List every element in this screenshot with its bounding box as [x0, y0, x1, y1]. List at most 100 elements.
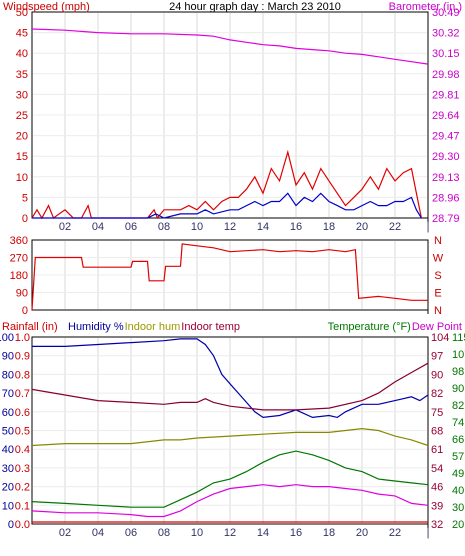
rain-tick-label: 0.4 [15, 444, 30, 456]
compass-tick-label: S [434, 270, 441, 282]
series-line-2-0 [31, 243, 428, 311]
humidity-tick-label: 0 [8, 519, 14, 531]
windspeed-axis-title: Windspeed (mph) [3, 1, 90, 13]
direction-degree-tick-label: 180 [10, 270, 28, 282]
y-right-tick-label: 28.96 [432, 192, 460, 204]
outdoor-temp-tick-label: 30 [452, 502, 464, 514]
legend-label: Humidity % [68, 321, 124, 333]
rain-tick-label: 0.1 [15, 500, 30, 512]
y-left-tick-label: 25 [16, 110, 28, 122]
humidity-tick-label: 100 [0, 332, 14, 344]
series-line-1-1 [31, 149, 422, 220]
indoor-temp-tick-label: 104 [431, 332, 449, 344]
x-tick-label: 02 [59, 527, 71, 539]
x-tick-label: 06 [125, 221, 137, 233]
rain-tick-label: 1.0 [15, 332, 30, 344]
indoor-temp-tick-label: 97 [431, 351, 443, 363]
humidity-tick-label: 50 [2, 426, 14, 438]
series-line-3-4 [31, 484, 429, 518]
barometer-axis-title: Barometer (in.) [389, 1, 462, 13]
x-tick-end-label: | [427, 221, 430, 233]
x-tick-label: 18 [323, 527, 335, 539]
y-right-tick-label: 29.47 [432, 131, 460, 143]
y-left-tick-label: 45 [16, 28, 28, 40]
rain-tick-label: 0.9 [15, 351, 30, 363]
rain-tick-label: 0.8 [15, 369, 30, 381]
x-tick-label: 06 [125, 527, 137, 539]
legend-label: Dew Point [412, 321, 462, 333]
x-tick-label: 14 [257, 221, 269, 233]
indoor-temp-tick-label: 90 [431, 369, 443, 381]
y-right-tick-label: 29.64 [432, 110, 460, 122]
x-tick-label: 10 [191, 221, 203, 233]
x-tick-label: 22 [389, 221, 401, 233]
y-left-tick-label: 0 [22, 213, 28, 225]
humidity-tick-label: 70 [2, 388, 14, 400]
x-tick-label: 08 [158, 221, 170, 233]
rain-tick-label: 0.6 [15, 407, 30, 419]
series-line-3-1 [31, 427, 429, 447]
x-tick-label: 18 [323, 221, 335, 233]
compass-tick-label: E [434, 288, 441, 300]
x-tick-label: 04 [92, 221, 104, 233]
series-line-3-2 [31, 362, 429, 411]
x-tick-label: 22 [389, 527, 401, 539]
outdoor-temp-tick-label: 20 [452, 519, 464, 531]
series-line-3-0 [32, 338, 429, 419]
outdoor-temp-tick-label: 82 [452, 400, 464, 412]
outdoor-temp-tick-label: 49 [452, 468, 464, 480]
direction-degree-tick-label: 0 [22, 305, 28, 317]
y-right-tick-label: 29.81 [432, 89, 460, 101]
x-tick-label: 14 [257, 527, 269, 539]
y-right-tick-label: 29.13 [432, 172, 460, 184]
humidity-tick-label: 90 [2, 351, 14, 363]
y-right-tick-label: 28.79 [432, 213, 460, 225]
x-tick-label: 20 [356, 527, 368, 539]
legend-label: Indoor hum [125, 321, 181, 333]
indoor-temp-tick-label: 75 [431, 407, 443, 419]
y-left-tick-label: 35 [16, 69, 28, 81]
x-tick-label: 04 [92, 527, 104, 539]
rainfall-axis-title: Rainfall (in) [2, 321, 58, 333]
outdoor-temp-tick-label: 66 [452, 434, 464, 446]
compass-tick-label: W [433, 253, 444, 265]
humidity-tick-label: 20 [2, 482, 14, 494]
series-line-1-2 [32, 192, 422, 219]
indoor-temp-tick-label: 39 [431, 500, 443, 512]
x-tick-label: 20 [356, 221, 368, 233]
x-tick-end-label: | [427, 527, 430, 539]
indoor-temp-tick-label: 32 [431, 519, 443, 531]
humidity-tick-label: 60 [2, 407, 14, 419]
y-left-tick-label: 40 [16, 48, 28, 60]
y-left-tick-label: 5 [22, 192, 28, 204]
y-right-tick-label: 29.98 [432, 69, 460, 81]
chart-title: 24 hour graph day : March 23 2010 [169, 1, 341, 13]
series-line-1-0 [31, 28, 429, 65]
x-tick-label: 08 [158, 527, 170, 539]
y-right-tick-label: 30.49 [432, 7, 460, 19]
outdoor-temp-tick-label: 115 [452, 332, 465, 344]
y-left-tick-label: 20 [16, 131, 28, 143]
humidity-tick-label: 40 [2, 444, 14, 456]
outdoor-temp-tick-label: 74 [452, 417, 464, 429]
x-tick-label: 02 [59, 221, 71, 233]
outdoor-temp-tick-label: 107 [452, 349, 465, 361]
series-line-3-3 [31, 450, 429, 508]
y-right-tick-label: 30.15 [432, 48, 460, 60]
x-tick-label: 10 [191, 527, 203, 539]
humidity-tick-label: 80 [2, 369, 14, 381]
humidity-tick-label: 30 [2, 463, 14, 475]
y-right-tick-label: 30.32 [432, 28, 460, 40]
rain-tick-label: 0.7 [15, 388, 30, 400]
y-left-tick-label: 30 [16, 89, 28, 101]
compass-tick-label: N [434, 305, 442, 317]
legend-label: Temperature (°F) [328, 321, 411, 333]
x-tick-label: 12 [224, 221, 236, 233]
y-left-tick-label: 50 [16, 7, 28, 19]
legend-label: Indoor temp [181, 321, 240, 333]
indoor-temp-tick-label: 61 [431, 444, 443, 456]
outdoor-temp-tick-label: 40 [452, 485, 464, 497]
indoor-temp-tick-label: 46 [431, 482, 443, 494]
